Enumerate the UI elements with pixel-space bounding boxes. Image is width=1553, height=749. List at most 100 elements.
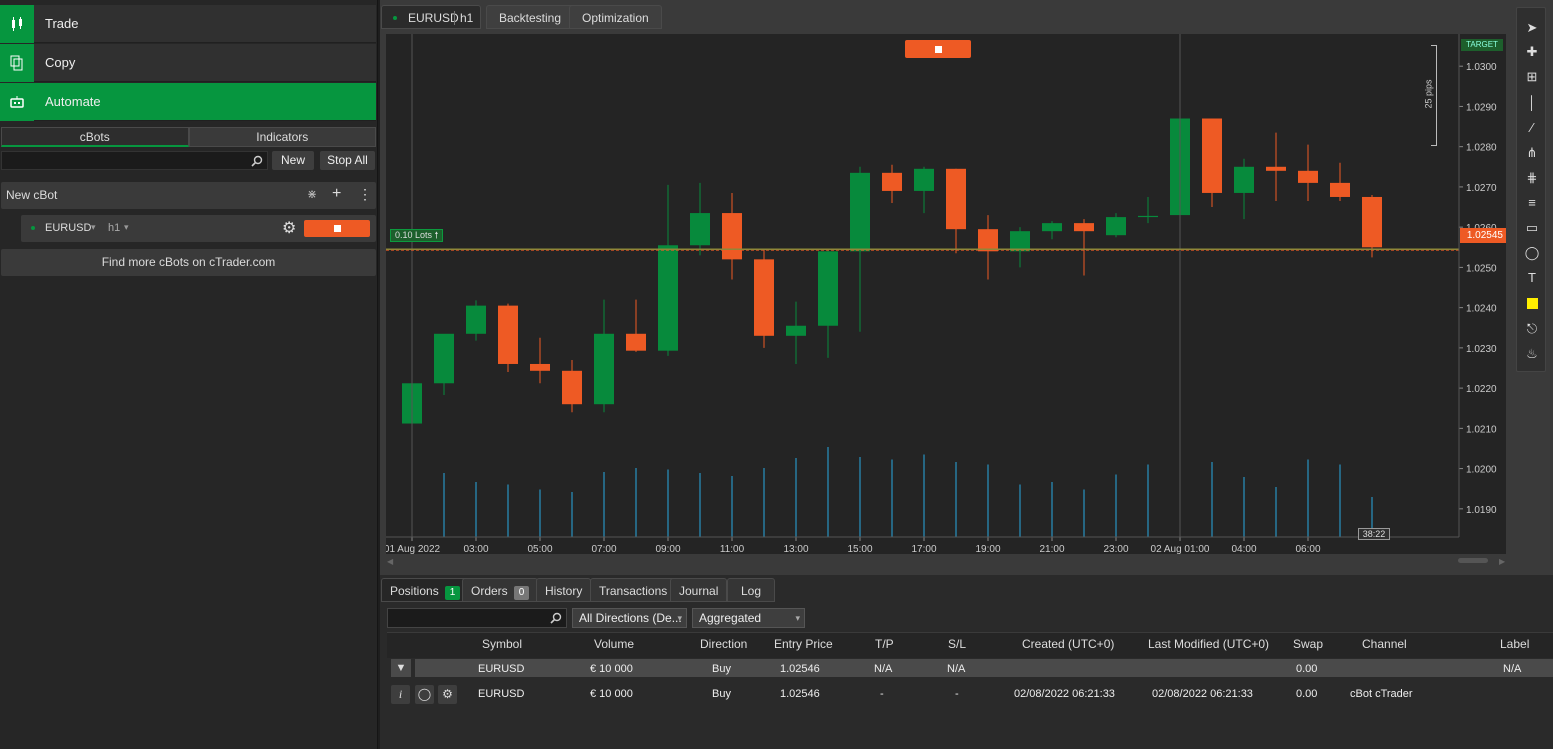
time-tick-label: 02 Aug 01:00 [1151, 544, 1210, 554]
time-tick-label: 19:00 [975, 544, 1000, 554]
text-icon[interactable]: T [1528, 270, 1536, 285]
group-volume: € 10 000 [590, 663, 633, 675]
nav-automate-label: Automate [45, 94, 101, 109]
stop-icon [333, 225, 341, 232]
chevron-down-icon[interactable]: ▾ [124, 222, 129, 232]
cbots-search-input[interactable] [1, 151, 268, 170]
price-tick-label: 1.0270 [1466, 183, 1497, 194]
tab-indicators[interactable]: Indicators [188, 127, 376, 147]
candle-body [594, 333, 614, 405]
tab-orders[interactable]: Orders 0 [462, 578, 539, 602]
bar-countdown: 38:22 [1358, 528, 1390, 540]
col-channel[interactable]: Channel [1362, 637, 1407, 651]
nav-copy-label: Copy [45, 55, 76, 70]
shield-icon[interactable]: ◯ [415, 685, 434, 704]
price-chart[interactable]: 01 Aug 2022 03:00 05:00 07:00 09:00 11:00 13:0… [386, 34, 1506, 563]
scroll-right-icon[interactable]: ▶ [1499, 557, 1506, 566]
nav-copy[interactable]: Copy [0, 44, 376, 82]
find-more-cbots-link[interactable]: Find more cBots on cTrader.com [1, 249, 376, 276]
col-direction[interactable]: Direction [700, 637, 748, 651]
col-created[interactable]: Created (UTC+0) [1022, 637, 1115, 651]
chevron-down-icon: ▾ [677, 613, 682, 623]
zoom-icon[interactable]: ⊞ [1526, 69, 1538, 84]
trend-line-icon[interactable]: ∕ [1530, 120, 1534, 135]
col-tp[interactable]: T/P [875, 637, 894, 651]
orders-count-badge: 0 [513, 586, 530, 600]
automate-panel: Trade Copy Automate cBots Indicators New… [0, 0, 378, 749]
candle-body [1074, 223, 1094, 232]
tab-cbots[interactable]: cBots [1, 127, 189, 147]
group-tp: N/A [874, 663, 893, 675]
cbot-group-row[interactable]: New cBot ⋇ + ⋮ [1, 182, 376, 209]
aggregation-select[interactable]: Aggregated ▾ [692, 608, 805, 628]
col-entry-price[interactable]: Entry Price [774, 637, 833, 651]
nav-trade[interactable]: Trade [0, 5, 376, 43]
positions-search-input[interactable] [387, 608, 567, 628]
direction-filter-select[interactable]: All Directions (De... ▾ [572, 608, 687, 628]
new-cbot-button[interactable]: New [272, 151, 314, 170]
tab-journal[interactable]: Journal [670, 578, 728, 602]
robot-icon [0, 83, 34, 121]
time-tick-label: 23:00 [1103, 544, 1128, 554]
chart-stop-cbot-button[interactable] [905, 40, 971, 58]
group-row[interactable] [415, 659, 1553, 677]
candle-body [850, 172, 870, 252]
rectangle-icon[interactable]: ▭ [1525, 220, 1539, 235]
group-label: N/A [1503, 663, 1522, 675]
tab-log[interactable]: Log [727, 578, 775, 602]
direction-filter-value: All Directions (De... [579, 611, 682, 625]
candle-body [882, 172, 902, 191]
col-label[interactable]: Label [1500, 637, 1530, 651]
tab-positions[interactable]: Positions 1 [381, 578, 470, 602]
time-tick-label: 15:00 [847, 544, 872, 554]
add-instance-icon[interactable]: + [332, 185, 342, 202]
gear-icon[interactable]: ⚙ [282, 220, 297, 237]
positions-count-badge: 1 [444, 586, 461, 600]
stop-icon [934, 45, 942, 53]
fibonacci-icon[interactable]: ≡ [1528, 195, 1536, 210]
ellipse-icon[interactable]: ◯ [1524, 245, 1540, 260]
info-icon[interactable]: i [391, 685, 410, 704]
tab-chart-eurusd[interactable]: EURUSD h1 [381, 5, 481, 29]
col-last-modified[interactable]: Last Modified (UTC+0) [1148, 637, 1270, 651]
candle-body [1266, 166, 1286, 171]
aggregation-value: Aggregated [699, 611, 762, 625]
search-icon [251, 155, 263, 167]
candlestick-chart: 01 Aug 2022 03:00 05:00 07:00 09:00 11:00 13:0… [386, 34, 1497, 554]
col-swap[interactable]: Swap [1293, 637, 1324, 651]
nav-automate[interactable]: Automate [0, 83, 376, 121]
search-icon [550, 612, 562, 624]
more-options-icon[interactable]: ⋮ [358, 186, 372, 202]
pitchfork-icon[interactable]: ⋔ [1526, 145, 1538, 160]
time-tick-label: 11:00 [720, 544, 745, 554]
candle-body [722, 213, 742, 260]
scroll-left-icon[interactable]: ◀ [387, 557, 394, 566]
tab-transactions[interactable]: Transactions [590, 578, 677, 602]
tab-history[interactable]: History [536, 578, 592, 602]
stop-cbot-button[interactable] [304, 220, 370, 237]
tab-optimization[interactable]: Optimization [569, 5, 662, 29]
alert-bell-icon[interactable]: ♨ [1526, 346, 1538, 361]
col-volume[interactable]: Volume [594, 637, 635, 651]
stop-all-button[interactable]: Stop All [320, 151, 375, 170]
instances-icon[interactable]: ⋇ [307, 187, 318, 201]
cbot-instance-row[interactable]: EURUSD ▾ h1 ▾ ⚙ [21, 215, 376, 242]
col-symbol[interactable]: Symbol [482, 637, 523, 651]
instance-symbol: EURUSD [45, 222, 92, 234]
crosshair-icon[interactable]: ✚ [1526, 44, 1538, 59]
screenshot-icon[interactable]: ⎋ [1526, 321, 1538, 336]
chevron-down-icon[interactable]: ▾ [91, 222, 96, 232]
cursor-icon[interactable]: ➤ [1526, 20, 1538, 35]
gear-icon[interactable]: ⚙ [438, 685, 457, 704]
candle-body [626, 333, 646, 351]
col-sl[interactable]: S/L [948, 637, 967, 651]
collapse-group-icon[interactable]: ▼ [391, 659, 411, 677]
tab-backtesting[interactable]: Backtesting [486, 5, 575, 29]
position-lots-label[interactable]: 0.10 Lots 🠕 [390, 229, 444, 242]
horizontal-scrollbar[interactable] [1458, 558, 1488, 563]
channel-icon[interactable]: ⋕ [1526, 170, 1538, 185]
price-tick-label: 1.0280 [1466, 143, 1497, 154]
vertical-line-icon[interactable]: │ [1527, 95, 1537, 110]
color-picker-icon[interactable] [1521, 294, 1543, 314]
pips-ruler [1431, 45, 1437, 146]
